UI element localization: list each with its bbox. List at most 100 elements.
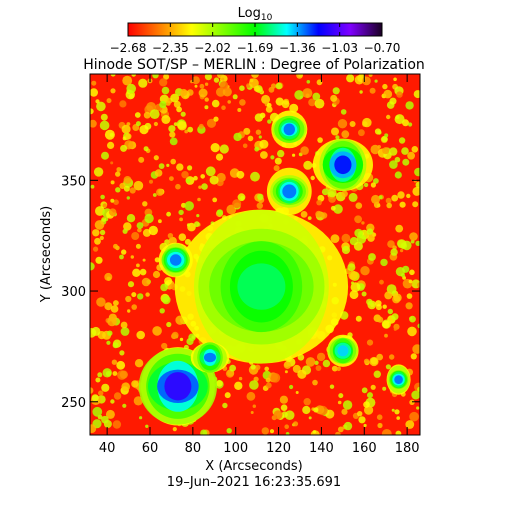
heatmap-cell <box>198 185 202 189</box>
heatmap-cell <box>169 176 174 182</box>
heatmap-cell <box>176 163 184 171</box>
heatmap-cell <box>93 246 99 252</box>
heatmap-cell <box>131 232 140 240</box>
heatmap-cell <box>354 228 363 238</box>
heatmap-cell <box>138 156 145 163</box>
heatmap-cell <box>384 291 393 300</box>
heatmap-cell <box>175 183 181 190</box>
heatmap-cell <box>412 201 419 208</box>
heatmap-cell <box>115 187 121 193</box>
heatmap-cell <box>112 420 122 429</box>
heatmap-cell <box>343 421 353 431</box>
heatmap-cell <box>342 400 353 410</box>
heatmap-cell <box>125 295 132 303</box>
heatmap-cell <box>162 295 171 305</box>
heatmap-cell <box>94 237 101 245</box>
heatmap-cell <box>415 240 420 246</box>
heatmap-cell <box>384 333 388 338</box>
heatmap-cell <box>115 171 121 177</box>
heatmap-cell <box>325 409 335 419</box>
colorbar-tick-label: −2.02 <box>194 41 231 55</box>
heatmap-cell <box>393 327 397 331</box>
heatmap-cell <box>341 408 348 415</box>
heatmap-cell <box>265 377 271 383</box>
heatmap-cell <box>90 88 98 97</box>
x-axis-label: X (Arcseconds) <box>205 459 302 474</box>
heatmap-cell <box>120 144 128 152</box>
heatmap-cell <box>129 187 136 194</box>
heatmap-cell <box>315 365 322 371</box>
heatmap-cell <box>407 151 415 160</box>
heatmap-cell <box>186 337 194 346</box>
heatmap-cell <box>406 193 411 199</box>
heatmap-cell <box>347 263 356 272</box>
heatmap-cell <box>417 323 420 329</box>
heatmap-cell <box>412 186 420 196</box>
x-tick-label: 120 <box>266 441 291 456</box>
heatmap-cell <box>405 302 413 310</box>
heatmap-cell <box>410 353 417 360</box>
heatmap-cell <box>110 305 119 313</box>
heatmap-cell <box>110 161 114 165</box>
heatmap-cell <box>407 326 417 337</box>
heatmap-cell <box>385 197 392 204</box>
heatmap-cell <box>107 141 115 149</box>
heatmap-cell <box>165 100 171 106</box>
heatmap-cell <box>394 409 400 415</box>
heatmap-cell <box>377 316 384 323</box>
heatmap-cell <box>373 370 381 378</box>
heatmap-cell <box>302 88 313 99</box>
heatmap-cell <box>251 74 259 78</box>
heatmap-cell <box>409 411 419 422</box>
heatmap-cell <box>226 428 232 434</box>
heatmap-cell <box>337 400 342 405</box>
y-tick-label: 250 <box>61 396 86 411</box>
heatmap-cell <box>249 380 259 390</box>
heatmap-cell <box>181 171 189 179</box>
heatmap-cell <box>409 269 415 276</box>
heatmap-cell <box>191 76 200 85</box>
heatmap-cell <box>321 188 329 196</box>
heatmap-cell <box>135 121 141 127</box>
heatmap-cell <box>362 76 371 86</box>
heatmap-cell <box>111 359 118 365</box>
heatmap-cell <box>166 321 172 328</box>
heatmap-cell <box>254 364 261 371</box>
heatmap-cell <box>409 232 418 241</box>
heatmap-cell <box>134 112 141 118</box>
heatmap-cell <box>258 135 262 139</box>
x-tick-label: 80 <box>185 441 202 456</box>
heatmap-cell <box>113 243 118 249</box>
heatmap-cell <box>367 392 373 399</box>
heatmap-cell <box>330 205 336 211</box>
heatmap-cell <box>154 257 160 263</box>
heatmap-cell <box>395 430 402 435</box>
heatmap-cell <box>125 133 132 140</box>
heatmap-cell <box>313 407 319 413</box>
heatmap-cell <box>405 420 415 429</box>
heatmap-cell <box>308 98 316 107</box>
heatmap-cell <box>374 79 378 83</box>
heatmap-cell <box>90 184 95 189</box>
heatmap-cell <box>281 100 290 109</box>
heatmap-cell <box>400 249 404 253</box>
heatmap-cell <box>187 165 193 171</box>
heatmap-cell <box>296 74 303 79</box>
heatmap-cell <box>126 214 136 223</box>
heatmap-cell <box>159 78 168 87</box>
heatmap-cell <box>360 266 370 276</box>
heatmap-cell <box>397 239 407 249</box>
heatmap-cell <box>317 137 323 143</box>
heatmap-cell <box>277 149 285 158</box>
feature-plage-ring <box>169 254 182 266</box>
heatmap-cell <box>303 398 311 406</box>
heatmap-cell <box>167 233 174 239</box>
heatmap-cell <box>105 409 115 419</box>
heatmap-cell <box>274 157 282 165</box>
heatmap-cell <box>149 109 160 119</box>
heatmap-cell <box>363 182 369 188</box>
heatmap-cell <box>391 408 395 412</box>
heatmap-cell <box>98 390 104 396</box>
heatmap-cell <box>159 101 167 109</box>
heatmap-cell <box>215 153 224 161</box>
